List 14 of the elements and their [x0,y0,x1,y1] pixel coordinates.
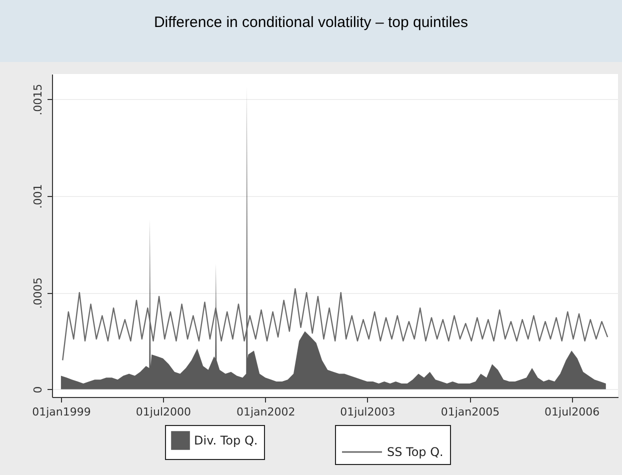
x-tick-label: 01jul2000 [136,406,191,418]
x-tick-label: 01jan2005 [440,406,500,418]
x-tick-label: 01jul2006 [544,406,600,418]
legend-label: Div. Top Q. [194,434,258,448]
chart-title: Difference in conditional volatility – top quintiles [154,14,468,31]
x-tick-label: 01jul2003 [340,406,396,418]
y-tick-label: .001 [32,184,44,209]
line-series [62,288,608,361]
y-tick-label: .0015 [32,84,44,116]
legend-label: SS Top Q. [387,445,444,459]
x-tick-label: 01jan2002 [236,406,296,418]
y-tick-label: 0 [32,386,44,394]
x-tick-label: 01jan1999 [32,406,91,418]
y-tick-label: .0005 [32,277,44,309]
